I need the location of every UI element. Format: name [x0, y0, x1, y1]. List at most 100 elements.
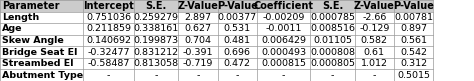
Bar — [178, 12, 218, 23]
Text: P-Value: P-Value — [393, 1, 434, 11]
Text: -2.66: -2.66 — [362, 13, 386, 22]
Bar — [310, 12, 355, 23]
Bar — [134, 12, 178, 23]
Bar — [218, 35, 257, 46]
Text: Z-Value: Z-Value — [354, 1, 395, 11]
Text: Bridge Seat El: Bridge Seat El — [2, 48, 77, 57]
Text: Abutment Type: Abutment Type — [2, 71, 83, 80]
Bar — [178, 46, 218, 58]
Bar — [394, 58, 433, 69]
Text: 0.199873: 0.199873 — [134, 36, 179, 45]
Text: Skew Angle: Skew Angle — [2, 36, 64, 45]
Text: 0.259279: 0.259279 — [134, 13, 179, 22]
Text: 0.01105: 0.01105 — [313, 36, 352, 45]
Bar — [83, 58, 134, 69]
Text: 0.000785: 0.000785 — [310, 13, 355, 22]
Bar — [178, 69, 218, 81]
Bar — [83, 12, 134, 23]
Text: 0.000805: 0.000805 — [310, 59, 355, 68]
Bar — [257, 12, 310, 23]
Text: 0.006429: 0.006429 — [261, 36, 306, 45]
Text: -: - — [373, 71, 376, 80]
Bar — [0, 23, 83, 35]
Text: -: - — [107, 71, 110, 80]
Text: 0.582: 0.582 — [361, 36, 388, 45]
Text: 0.00377: 0.00377 — [218, 13, 257, 22]
Text: -0.719: -0.719 — [182, 59, 213, 68]
Bar — [257, 46, 310, 58]
Bar — [218, 58, 257, 69]
Bar — [218, 0, 257, 12]
Bar — [394, 46, 433, 58]
Bar — [257, 69, 310, 81]
Bar — [83, 69, 134, 81]
Text: Age: Age — [2, 24, 22, 33]
Bar — [257, 35, 310, 46]
Bar — [218, 46, 257, 58]
Text: S.E.: S.E. — [146, 1, 167, 11]
Bar — [310, 46, 355, 58]
Text: 0.338161: 0.338161 — [134, 24, 179, 33]
Text: 0.5015: 0.5015 — [397, 71, 430, 80]
Bar — [134, 46, 178, 58]
Text: Intercept: Intercept — [83, 1, 134, 11]
Text: 2.897: 2.897 — [184, 13, 211, 22]
Bar — [355, 58, 394, 69]
Text: 0.481: 0.481 — [224, 36, 251, 45]
Text: Z-Value: Z-Value — [177, 1, 219, 11]
Bar — [83, 0, 134, 12]
Text: 0.531: 0.531 — [224, 24, 251, 33]
Bar — [310, 35, 355, 46]
Bar — [0, 58, 83, 69]
Text: 0.542: 0.542 — [400, 48, 427, 57]
Text: 0.472: 0.472 — [224, 59, 251, 68]
Text: 1.012: 1.012 — [361, 59, 388, 68]
Bar — [257, 0, 310, 12]
Bar — [134, 23, 178, 35]
Text: 0.561: 0.561 — [400, 36, 427, 45]
Bar — [355, 46, 394, 58]
Bar — [0, 12, 83, 23]
Text: 0.704: 0.704 — [184, 36, 211, 45]
Bar — [257, 58, 310, 69]
Bar — [310, 0, 355, 12]
Bar — [0, 69, 83, 81]
Bar — [310, 58, 355, 69]
Bar — [394, 23, 433, 35]
Text: -0.58487: -0.58487 — [87, 59, 130, 68]
Bar — [0, 0, 83, 12]
Text: 0.831212: 0.831212 — [134, 48, 179, 57]
Text: -: - — [236, 71, 239, 80]
Bar — [178, 35, 218, 46]
Text: Coefficient: Coefficient — [254, 1, 314, 11]
Text: 0.211859: 0.211859 — [86, 24, 131, 33]
Bar — [355, 35, 394, 46]
Bar — [218, 12, 257, 23]
Bar — [0, 46, 83, 58]
Text: 0.000493: 0.000493 — [261, 48, 306, 57]
Bar — [394, 35, 433, 46]
Bar — [83, 35, 134, 46]
Text: -0.0011: -0.0011 — [265, 24, 302, 33]
Text: 0.696: 0.696 — [224, 48, 251, 57]
Bar — [355, 0, 394, 12]
Text: 0.008516: 0.008516 — [310, 24, 355, 33]
Bar — [178, 23, 218, 35]
Text: 0.000808: 0.000808 — [310, 48, 355, 57]
Bar — [134, 69, 178, 81]
Text: Streambed El: Streambed El — [2, 59, 73, 68]
Text: 0.897: 0.897 — [400, 24, 427, 33]
Bar — [83, 46, 134, 58]
Text: 0.140692: 0.140692 — [86, 36, 131, 45]
Bar — [355, 23, 394, 35]
Bar — [134, 58, 178, 69]
Bar — [394, 69, 433, 81]
Bar — [394, 12, 433, 23]
Text: 0.61: 0.61 — [364, 48, 385, 57]
Text: 0.000815: 0.000815 — [261, 59, 306, 68]
Text: -: - — [282, 71, 285, 80]
Bar — [178, 0, 218, 12]
Text: -0.32477: -0.32477 — [87, 48, 130, 57]
Text: 0.751036: 0.751036 — [86, 13, 131, 22]
Text: -: - — [155, 71, 158, 80]
